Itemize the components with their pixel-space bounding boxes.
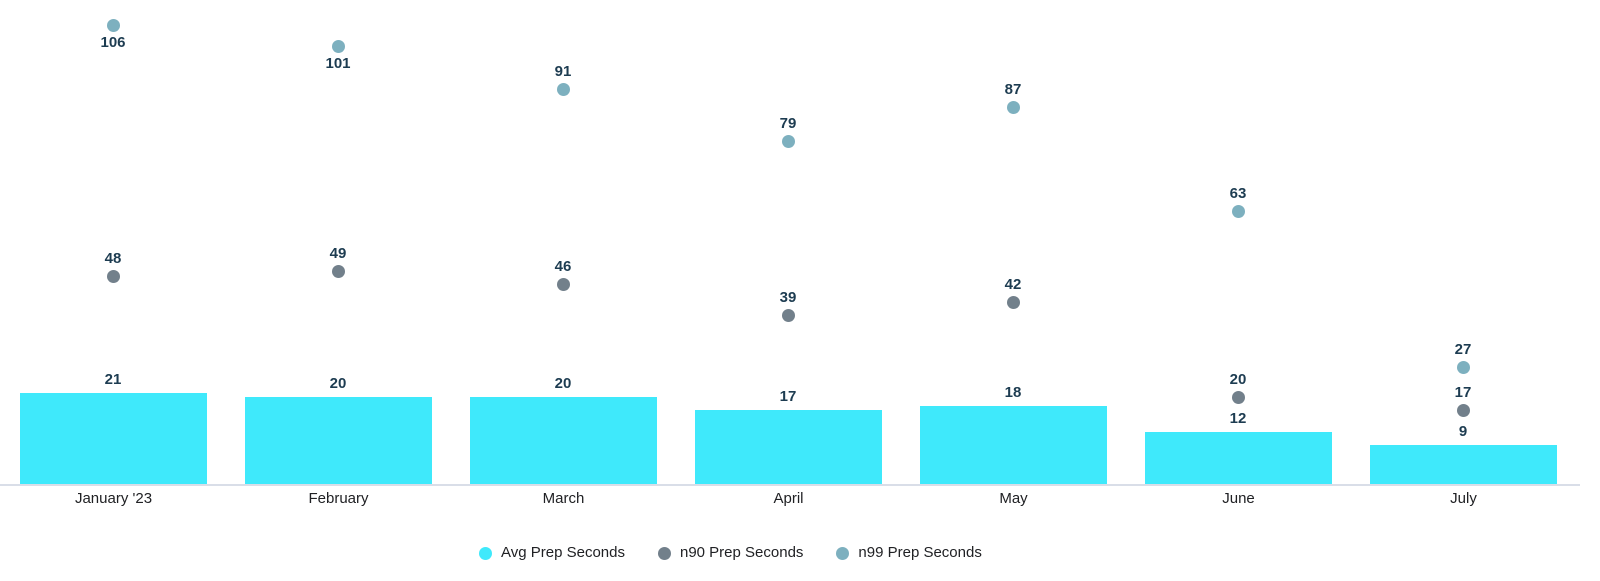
bar-avg-prep-seconds[interactable] — [19, 393, 207, 484]
point-value-label: 27 — [1454, 340, 1472, 358]
x-axis-line — [0, 484, 1580, 486]
chart-legend: Avg Prep Seconds n90 Prep Seconds n99 Pr… — [479, 545, 982, 561]
bar-value-label: 20 — [329, 375, 347, 393]
dot-n90-prep-seconds[interactable] — [556, 278, 570, 292]
point-value-label: 63 — [1229, 184, 1247, 202]
dot-n99-prep-seconds[interactable] — [556, 83, 570, 97]
bar-avg-prep-seconds[interactable] — [1369, 445, 1557, 484]
x-axis-label: April — [773, 490, 804, 507]
dot-n99-prep-seconds[interactable] — [106, 18, 120, 32]
point-value-label: 91 — [554, 63, 572, 81]
dot-n99-prep-seconds[interactable] — [1231, 204, 1245, 218]
x-axis-label: May — [999, 490, 1028, 507]
point-value-label: 46 — [554, 258, 572, 276]
point-value-label: 106 — [100, 33, 126, 51]
point-value-label: 101 — [325, 55, 351, 73]
x-axis-label: March — [542, 490, 585, 507]
n99-prep-seconds-swatch-icon — [836, 546, 850, 560]
x-axis-label: January '23 — [74, 490, 153, 507]
bar-avg-prep-seconds[interactable] — [694, 410, 882, 484]
bar-value-label: 20 — [554, 375, 572, 393]
bar-value-label: 21 — [104, 371, 122, 389]
bar-value-label: 12 — [1229, 410, 1247, 428]
bar-avg-prep-seconds[interactable] — [919, 406, 1107, 484]
avg-prep-seconds-swatch-icon — [479, 546, 492, 560]
legend-item-n90-prep-seconds: n90 Prep Seconds — [657, 544, 804, 561]
bar-value-label: 18 — [1004, 384, 1022, 402]
bar-value-label: 9 — [1458, 423, 1468, 441]
point-value-label: 79 — [779, 115, 797, 133]
legend-item-n99-prep-seconds: n99 Prep Seconds — [836, 544, 982, 561]
dot-n90-prep-seconds[interactable] — [106, 269, 120, 283]
point-value-label: 42 — [1004, 275, 1022, 293]
point-value-label: 17 — [1454, 383, 1472, 401]
dot-n99-prep-seconds[interactable] — [1456, 360, 1470, 374]
x-axis-label: February — [308, 490, 369, 507]
point-value-label: 48 — [104, 249, 122, 267]
legend-label: Avg Prep Seconds — [501, 544, 625, 561]
dot-n99-prep-seconds[interactable] — [781, 135, 795, 149]
dot-n99-prep-seconds[interactable] — [331, 40, 345, 54]
bar-value-label: 17 — [779, 388, 797, 406]
dot-n90-prep-seconds[interactable] — [781, 308, 795, 322]
point-value-label: 49 — [329, 245, 347, 263]
dot-n90-prep-seconds[interactable] — [1231, 390, 1245, 404]
dot-n90-prep-seconds[interactable] — [1006, 295, 1020, 309]
dot-n99-prep-seconds[interactable] — [1006, 100, 1020, 114]
point-value-label: 87 — [1004, 80, 1022, 98]
bar-avg-prep-seconds[interactable] — [244, 397, 432, 484]
bar-avg-prep-seconds[interactable] — [1144, 432, 1332, 484]
legend-label: n90 Prep Seconds — [679, 544, 804, 561]
dot-n90-prep-seconds[interactable] — [331, 265, 345, 279]
legend-item-avg-prep-seconds: Avg Prep Seconds — [479, 545, 625, 561]
point-value-label: 39 — [779, 288, 797, 306]
legend-label: n99 Prep Seconds — [858, 544, 982, 561]
dot-n90-prep-seconds[interactable] — [1456, 403, 1470, 417]
x-axis-label: July — [1450, 490, 1477, 507]
point-value-label: 20 — [1229, 370, 1247, 388]
n90-prep-seconds-swatch-icon — [657, 546, 671, 560]
x-axis-label: June — [1222, 490, 1255, 507]
bar-avg-prep-seconds[interactable] — [469, 397, 657, 484]
